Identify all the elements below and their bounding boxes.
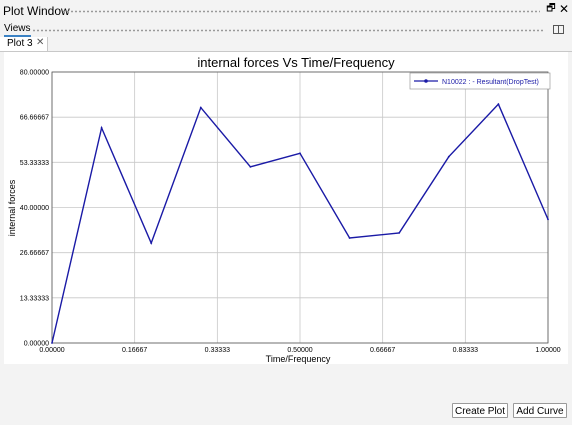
chart-axes (51, 71, 549, 344)
y-tick-label: 40.00000 (20, 205, 49, 212)
tick-labels: 0.00000 0.16667 0.33333 0.50000 0.66667 0.833… (20, 70, 561, 355)
x-tick-label: 1.00000 (535, 347, 560, 354)
x-tick-label: 0.16667 (122, 347, 147, 354)
panel-layout-icon[interactable] (553, 25, 564, 34)
data-point[interactable] (348, 237, 351, 239)
close-icon[interactable]: ✕ (559, 2, 570, 16)
x-axis-label: Time/Frequency (266, 354, 331, 364)
restore-icon[interactable]: 🗗 (546, 3, 556, 14)
data-point[interactable] (547, 218, 549, 221)
x-tick-label: 0.83333 (453, 347, 478, 354)
x-tick-label: 0.66667 (370, 347, 395, 354)
legend-box (409, 72, 551, 90)
x-tick-label: 0.00000 (39, 347, 64, 354)
chart-title: internal forces Vs Time/Frequency (197, 55, 395, 70)
data-point[interactable] (447, 155, 450, 158)
plot-frame (51, 71, 549, 344)
views-tab[interactable]: Views (4, 23, 31, 37)
chart-legend[interactable]: N10022 : - Resultant(DropTest) (409, 72, 551, 90)
y-tick-label: 0.00000 (24, 341, 49, 348)
x-tick-label: 0.50000 (287, 347, 312, 354)
y-axis-label: internal forces (7, 179, 17, 236)
window-titlebar[interactable]: Plot Window 🗗 ✕ (0, 0, 572, 22)
views-toolbar: Views (0, 22, 572, 37)
legend-swatch-marker (424, 79, 428, 83)
titlebar-drag-handle[interactable] (62, 10, 540, 13)
tab-label: Plot 3 (7, 38, 33, 49)
line-chart[interactable]: internal forces Vs Time/Frequency intern… (4, 52, 568, 364)
data-point[interactable] (199, 106, 202, 109)
data-point[interactable] (51, 342, 53, 344)
tab-plot-3[interactable]: Plot 3 ✕ (0, 37, 48, 51)
data-point[interactable] (398, 232, 401, 234)
plot-area[interactable]: internal forces Vs Time/Frequency intern… (4, 52, 568, 364)
y-tick-label: 80.00000 (20, 70, 49, 77)
y-tick-label: 53.33333 (20, 160, 49, 167)
views-drag-handle[interactable] (32, 29, 544, 32)
y-tick-label: 13.33333 (20, 295, 49, 302)
legend-label-series-0: N10022 : - Resultant(DropTest) (442, 79, 539, 86)
data-point[interactable] (150, 242, 153, 244)
create-plot-button[interactable]: Create Plot (452, 403, 508, 418)
data-point[interactable] (249, 165, 252, 168)
plot-tabbar: Plot 3 ✕ (0, 37, 572, 52)
series-group (51, 102, 549, 344)
data-point[interactable] (497, 103, 500, 106)
window-title: Plot Window (3, 4, 70, 18)
data-point[interactable] (100, 126, 103, 129)
y-tick-label: 26.66667 (20, 250, 49, 257)
chart-grid (51, 71, 549, 344)
tab-close-icon[interactable]: ✕ (36, 37, 45, 48)
y-tick-label: 66.66667 (20, 115, 49, 122)
x-tick-label: 0.33333 (205, 347, 230, 354)
data-point[interactable] (299, 152, 301, 155)
add-curve-button[interactable]: Add Curve (513, 403, 567, 418)
